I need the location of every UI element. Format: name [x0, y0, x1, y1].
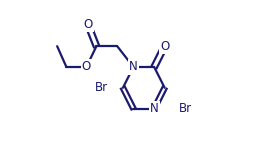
Text: O: O: [82, 61, 91, 73]
Text: N: N: [150, 102, 158, 115]
Text: O: O: [160, 40, 169, 53]
Text: N: N: [129, 61, 138, 73]
Text: O: O: [83, 18, 93, 31]
Text: Br: Br: [95, 81, 108, 94]
Text: Br: Br: [178, 102, 191, 115]
